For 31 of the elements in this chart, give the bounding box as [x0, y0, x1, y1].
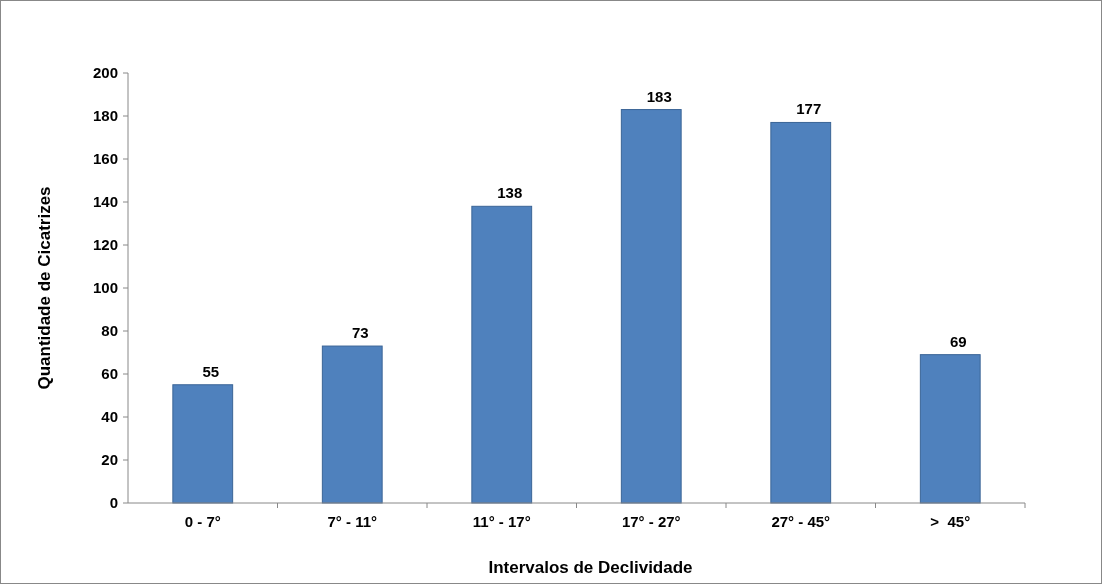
y-tick-label: 60 [101, 365, 118, 383]
data-label: 138 [497, 184, 523, 202]
bar [321, 345, 383, 504]
data-label: 183 [646, 87, 672, 105]
data-label: 177 [796, 100, 822, 118]
data-label: 55 [202, 362, 220, 380]
data-label: 69 [949, 332, 967, 350]
y-tick-label: 100 [92, 279, 118, 297]
bar [919, 354, 981, 504]
y-tick-label: 0 [109, 494, 118, 512]
data-label: 73 [351, 324, 369, 342]
y-tick-label: 200 [92, 64, 118, 82]
y-tick-label: 140 [92, 193, 118, 211]
x-axis-title: Intervalos de Declividade [488, 558, 693, 577]
bar [620, 109, 682, 504]
x-tick-label: > 45° [930, 513, 971, 530]
bar [770, 121, 832, 504]
y-tick-label: 160 [92, 150, 118, 168]
x-tick-label: 11° - 17° [472, 513, 531, 530]
x-tick-label: 17° - 27° [621, 513, 681, 530]
y-axis-title: Quantidade de Cicatrizes [35, 186, 54, 390]
x-tick-label: 0 - 7° [184, 513, 221, 530]
bar [471, 205, 533, 504]
x-tick-label: 7° - 11° [327, 513, 378, 530]
x-tick-label: 27° - 45° [771, 513, 831, 530]
y-tick-label: 40 [101, 408, 118, 426]
y-tick-label: 20 [101, 451, 118, 469]
bar [172, 384, 234, 504]
y-tick-label: 180 [92, 107, 118, 125]
y-tick-label: 80 [101, 322, 118, 340]
y-tick-label: 120 [92, 236, 118, 254]
